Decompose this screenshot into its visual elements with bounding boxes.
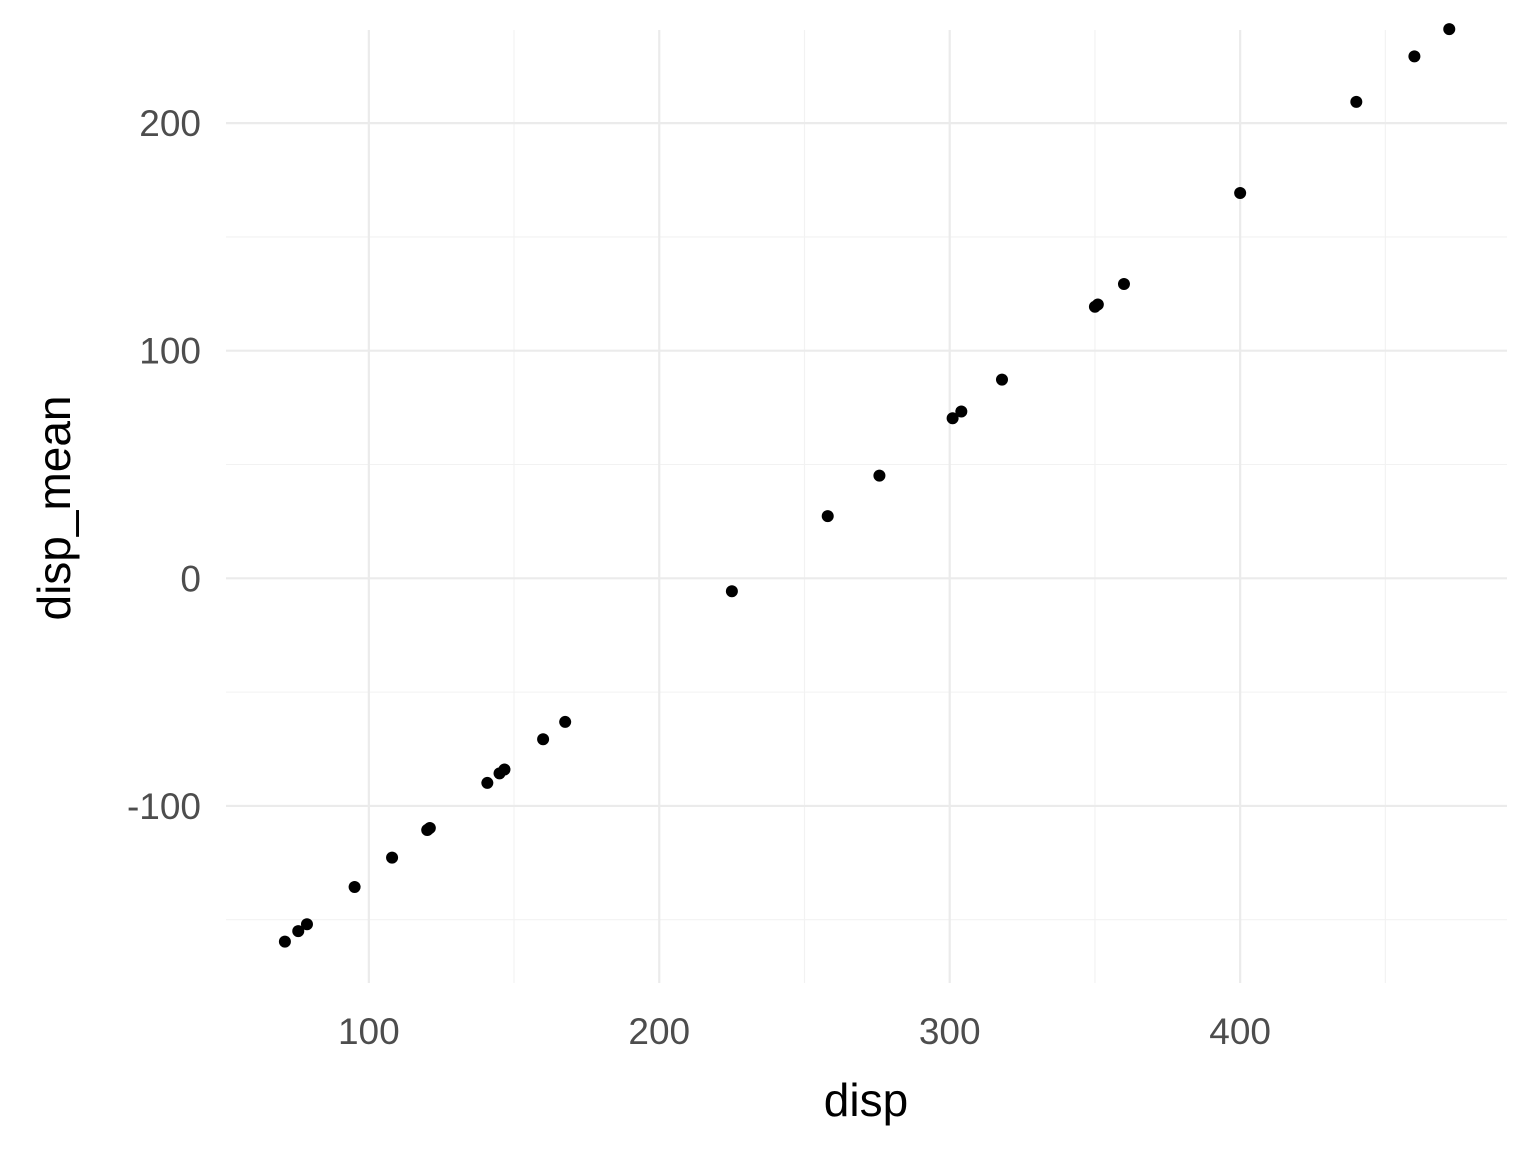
data-point	[725, 585, 738, 598]
y-axis-title: disp_mean	[28, 395, 80, 620]
data-point	[292, 925, 305, 938]
data-point	[1408, 50, 1421, 63]
data-point	[481, 776, 494, 789]
data-point	[1234, 186, 1247, 199]
data-point	[348, 880, 361, 893]
data-point	[946, 412, 959, 425]
data-points	[278, 23, 1456, 948]
y-tick-label: 200	[139, 103, 201, 144]
y-tick-label: 100	[139, 331, 201, 372]
data-point	[537, 733, 550, 746]
x-tick-label: 200	[628, 1011, 690, 1052]
y-tick-label: -100	[127, 786, 201, 827]
x-tick-label: 400	[1209, 1011, 1271, 1052]
major-gridlines	[226, 30, 1507, 983]
data-point	[1350, 95, 1363, 108]
data-point	[559, 715, 572, 728]
minor-gridlines	[226, 30, 1507, 983]
data-point	[498, 763, 511, 776]
x-axis-title: disp	[824, 1074, 908, 1126]
data-point	[873, 469, 886, 482]
data-point	[423, 821, 436, 834]
y-tick-label: 0	[180, 558, 201, 599]
x-axis-tick-labels: 100 200 300 400	[338, 1011, 1271, 1052]
data-point	[278, 935, 291, 948]
data-point	[1117, 278, 1130, 291]
x-tick-label: 300	[919, 1011, 981, 1052]
data-point	[300, 918, 313, 931]
data-point	[995, 373, 1008, 386]
data-point	[1091, 298, 1104, 311]
data-point	[821, 510, 834, 523]
data-point	[1443, 23, 1456, 36]
y-axis-tick-labels: -100 0 100 200	[127, 103, 201, 827]
x-tick-label: 100	[338, 1011, 400, 1052]
data-point	[386, 851, 399, 864]
data-point	[955, 405, 968, 418]
